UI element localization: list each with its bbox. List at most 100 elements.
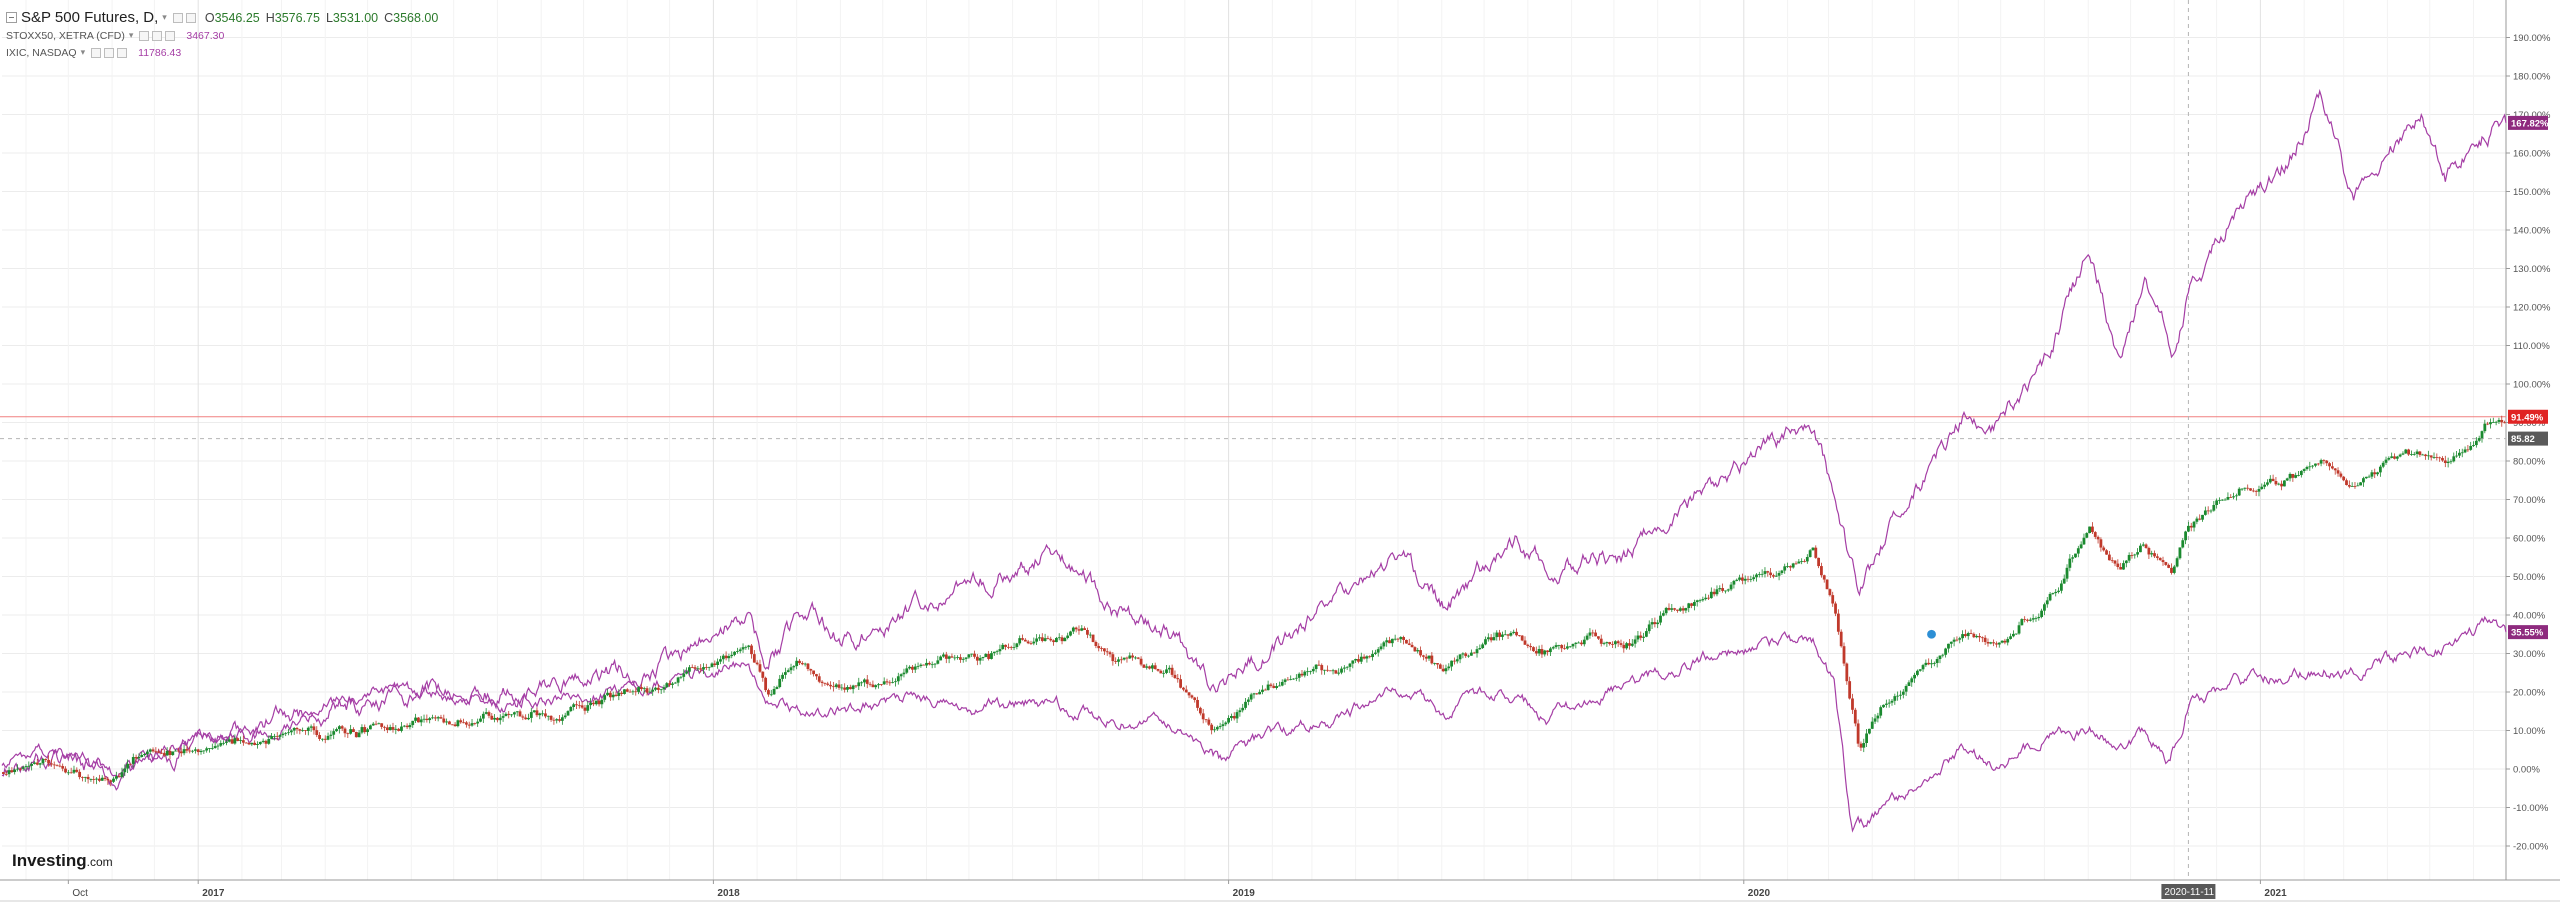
candle-body: [2099, 539, 2103, 548]
candle-body: [1822, 575, 1826, 580]
candle-body: [2486, 423, 2490, 425]
candle-body: [916, 666, 920, 667]
candle-body: [2381, 462, 2385, 467]
candle-body: [933, 663, 937, 665]
candle-body: [634, 691, 638, 693]
candle-body: [239, 740, 242, 742]
candle-body: [1969, 633, 1973, 634]
crosshair-value-label: 85.82: [2511, 434, 2535, 445]
candle-body: [1128, 655, 1132, 659]
candle-body: [975, 656, 979, 661]
candle-body: [1935, 659, 1939, 664]
visibility-toggle-icon[interactable]: [139, 30, 150, 41]
candle-body: [123, 768, 127, 773]
candle-body: [637, 687, 640, 692]
candle-body: [1337, 672, 1341, 674]
chevron-down-icon[interactable]: ▾: [162, 12, 167, 22]
x-tick-label: 2017: [202, 888, 225, 899]
candle-body: [1594, 632, 1597, 637]
candle-body: [230, 739, 234, 744]
candle-body: [58, 765, 62, 767]
candle-body: [1122, 657, 1126, 660]
candle-body: [1331, 670, 1335, 672]
candle-body: [1153, 665, 1157, 669]
open-value: 3546.25: [214, 10, 260, 25]
candle-body: [2435, 457, 2439, 458]
candle-body: [1580, 642, 1583, 645]
candle-body: [1365, 656, 1369, 659]
chevron-down-icon[interactable]: ▾: [80, 47, 86, 57]
candle-body: [357, 732, 361, 738]
candle-body: [2031, 618, 2035, 620]
candle-body: [597, 700, 601, 705]
candle-body: [304, 730, 307, 732]
candle-body: [1520, 635, 1524, 641]
candle-body: [1134, 657, 1137, 659]
candle-body: [2243, 487, 2247, 489]
candle-body: [1345, 666, 1349, 668]
candle-body: [1644, 631, 1648, 637]
candle-body: [2421, 454, 2425, 456]
main-symbol-name[interactable]: S&P 500 Futures, D,: [21, 9, 159, 26]
candle-body: [2116, 563, 2120, 568]
candle-body: [1094, 642, 1098, 647]
candle-body: [100, 777, 104, 781]
last-label-sp500-bg: [2508, 409, 2548, 424]
visibility-toggle-icon[interactable]: [91, 47, 102, 58]
candle-body: [1599, 638, 1603, 644]
candle-body: [577, 705, 581, 707]
candle-body: [1204, 719, 1208, 721]
candle-body: [1549, 648, 1552, 653]
candle-body: [803, 663, 807, 665]
candle-body: [2195, 518, 2199, 522]
candle-body: [1788, 566, 1792, 568]
candle-body: [1354, 659, 1358, 661]
candle-body: [2443, 460, 2447, 464]
compare-2-symbol-name[interactable]: IXIC, NASDAQ: [6, 46, 77, 59]
candle-body: [2412, 453, 2416, 455]
candle-body: [301, 730, 305, 732]
chevron-down-icon[interactable]: ▾: [128, 30, 134, 40]
remove-series-icon[interactable]: [117, 47, 128, 58]
settings-toggle-icon[interactable]: [185, 12, 196, 23]
candle-body: [326, 735, 330, 740]
candle-body: [640, 687, 643, 690]
candle-body: [831, 686, 835, 688]
candle-body: [2170, 567, 2173, 573]
candle-body: [2299, 470, 2303, 476]
candle-body: [823, 682, 827, 684]
candle-body: [961, 658, 965, 660]
candle-body: [2359, 482, 2363, 486]
candle-body: [2040, 610, 2044, 617]
candle-body: [2054, 591, 2058, 594]
candle-body: [1684, 608, 1688, 611]
candle-body: [193, 749, 197, 751]
compare-1-symbol-name[interactable]: STOXX50, XETRA (CFD): [6, 29, 125, 42]
candle-body: [1207, 719, 1211, 725]
settings-toggle-icon[interactable]: [104, 47, 115, 58]
candle-body: [1774, 575, 1778, 577]
candle-body: [385, 727, 389, 731]
candle-body: [174, 750, 178, 752]
candle-body: [2136, 552, 2139, 555]
candle-body: [496, 717, 499, 721]
candle-body: [1509, 632, 1513, 636]
candle-body: [939, 656, 943, 661]
candle-body: [2028, 619, 2032, 621]
x-tick-label: 2019: [1233, 888, 1256, 899]
visibility-toggle-icon[interactable]: [172, 12, 183, 23]
x-tick-label: 2020: [1748, 888, 1771, 899]
settings-toggle-icon[interactable]: [152, 30, 163, 41]
candle-body: [1978, 636, 1981, 638]
remove-series-icon[interactable]: [165, 30, 176, 41]
low-value: 3531.00: [332, 10, 379, 25]
candle-body: [936, 660, 940, 664]
candle-body: [1608, 642, 1612, 645]
candle-body: [1568, 646, 1572, 648]
candle-body: [1913, 674, 1916, 679]
candle-body: [1032, 641, 1036, 644]
candle-body: [81, 777, 84, 778]
candle-body: [1995, 643, 1998, 645]
collapse-legend-icon[interactable]: [6, 12, 17, 23]
